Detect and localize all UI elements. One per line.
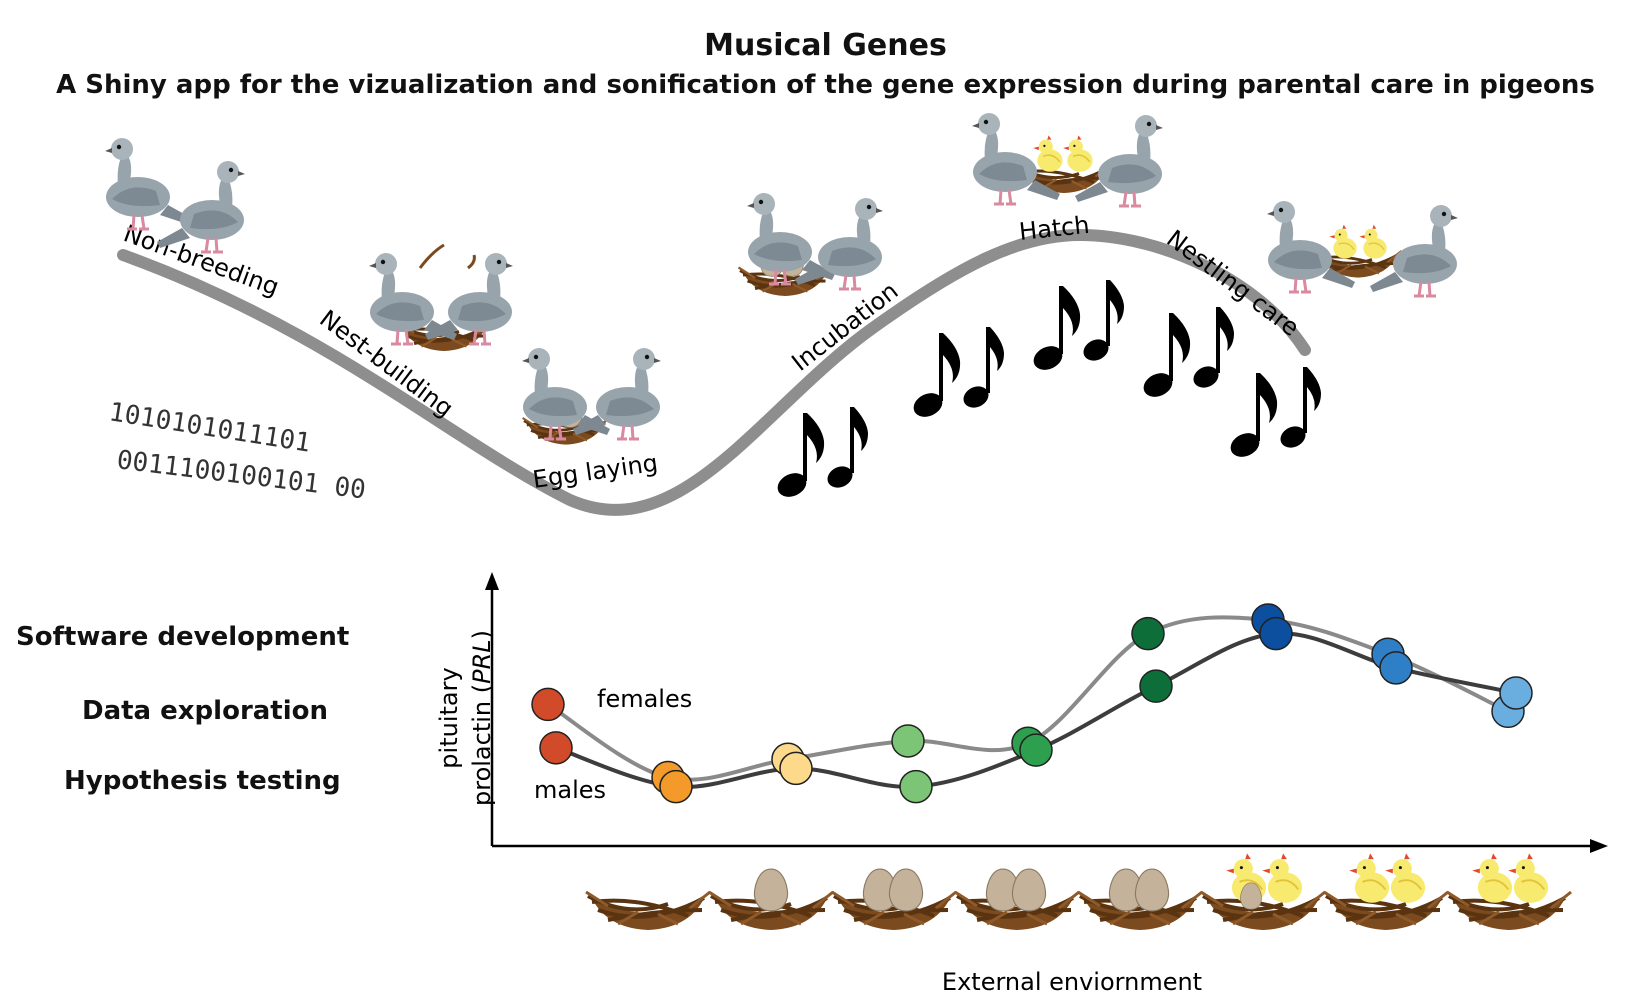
- y-axis-label: pituitary prolactin (PRL): [435, 630, 496, 806]
- page-subtitle: A Shiny app for the vizualization and so…: [56, 70, 1595, 100]
- page-title: Musical Genes: [704, 28, 947, 63]
- data-point-males-5: [1019, 733, 1053, 767]
- data-point-males-1: [539, 731, 573, 765]
- nest-4: [953, 868, 1081, 932]
- pigeon-pair-egg-laying: [520, 346, 663, 447]
- application-software-development: Software development: [16, 622, 350, 652]
- data-point-males-8: [1379, 651, 1413, 685]
- pigeon-pair-nest-building: [367, 243, 515, 353]
- chart-points: [531, 603, 1533, 804]
- data-point-males-2: [659, 769, 693, 804]
- data-point-females-1: [531, 687, 565, 722]
- data-point-males-4: [899, 769, 933, 804]
- y-axis-label-line-1: pituitary: [435, 667, 463, 768]
- nest-1: [584, 890, 712, 932]
- pigeon-pair-hatch: [970, 111, 1165, 208]
- nest-3: [830, 868, 958, 932]
- application-hypothesis-testing: Hypothesis testing: [64, 766, 341, 796]
- data-point-males-7: [1259, 616, 1293, 651]
- series-label-females: females: [597, 685, 692, 713]
- data-point-females-4: [891, 724, 925, 758]
- nest-2: [707, 868, 835, 932]
- pigeon-pair-incubation: [737, 191, 885, 298]
- nest-5: [1076, 868, 1204, 932]
- data-point-males-9: [1499, 676, 1533, 710]
- chart-axes: [485, 572, 1608, 853]
- pigeon-pair-nestling-care: [1265, 199, 1460, 298]
- data-point-males-3: [779, 751, 813, 786]
- application-data-exploration: Data exploration: [82, 696, 329, 726]
- nest-7: [1322, 852, 1450, 932]
- y-axis-label-line-2: prolactin (PRL): [468, 630, 496, 806]
- binary-line-2: 0011100100101 00: [115, 445, 367, 505]
- data-point-females-6: [1131, 616, 1165, 651]
- x-axis-label: External enviornment: [942, 968, 1202, 996]
- nest-strip: [584, 852, 1573, 932]
- cycle-curve: [117, 228, 1311, 516]
- nest-8: [1445, 852, 1573, 932]
- data-point-males-6: [1139, 669, 1173, 703]
- series-label-males: males: [534, 776, 606, 804]
- stage-label-egg-laying: Egg laying: [531, 449, 660, 494]
- nest-6: [1199, 852, 1327, 932]
